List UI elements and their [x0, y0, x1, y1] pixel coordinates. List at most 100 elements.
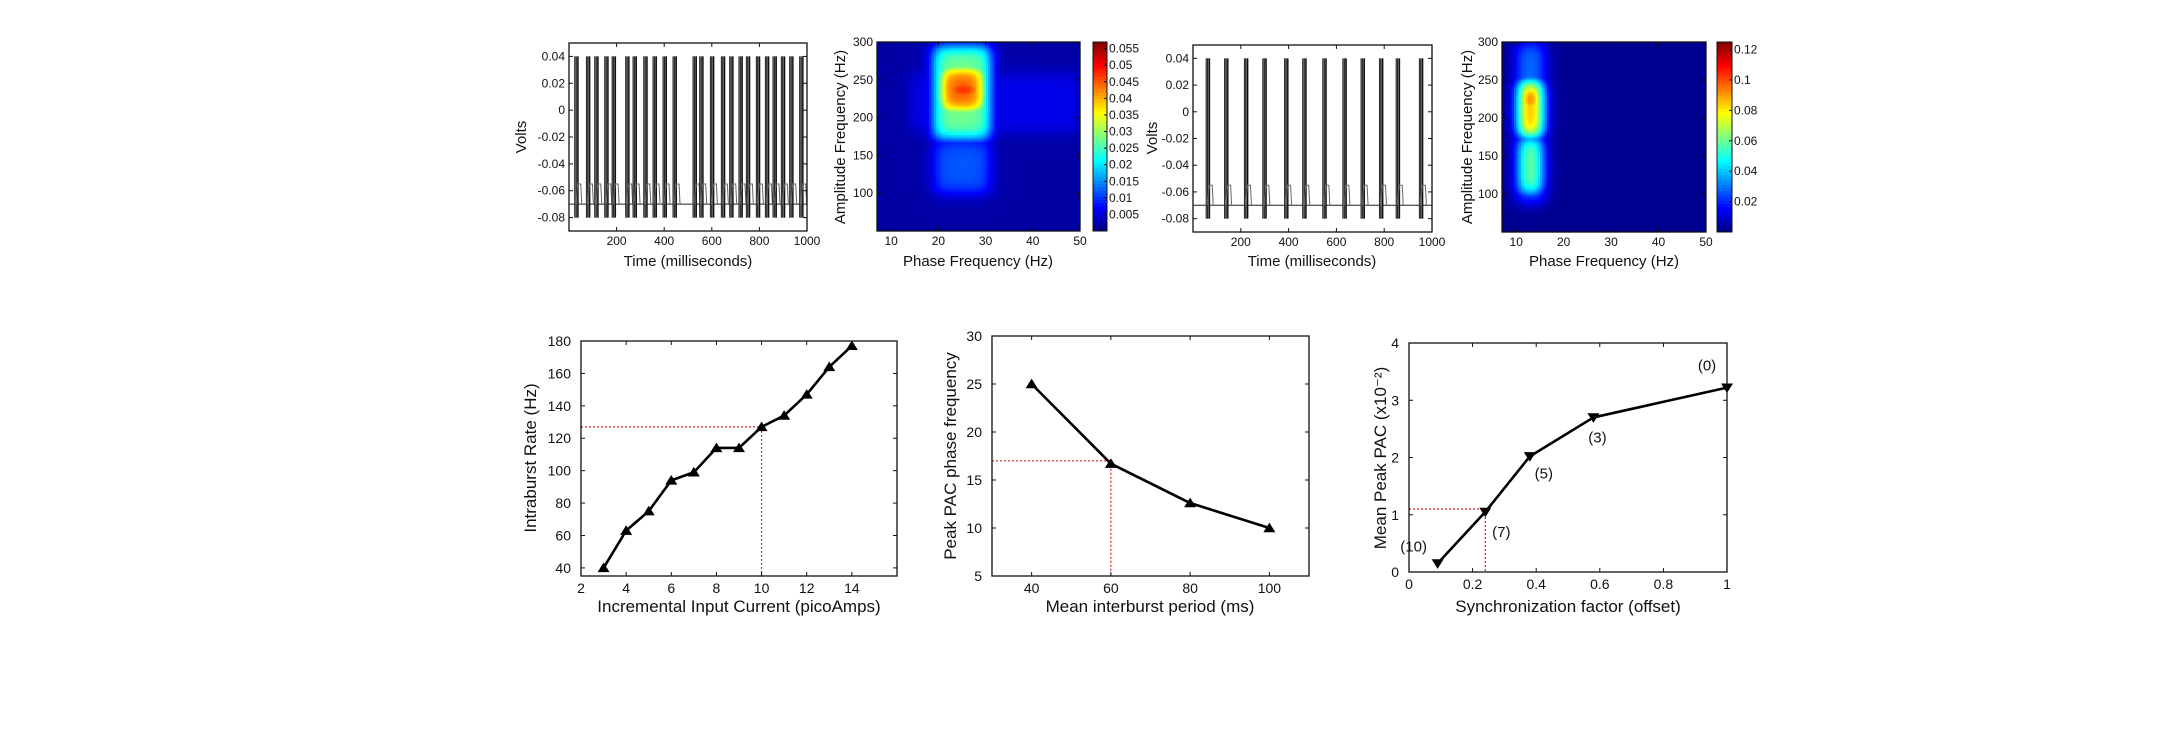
heatmap-cell [1061, 195, 1064, 198]
heatmap-cell [976, 198, 979, 202]
heatmap-cell [895, 198, 899, 202]
heatmap-cell [907, 189, 911, 192]
x-axis-label: Phase Frequency (Hz) [903, 253, 1053, 270]
heatmap-cell [969, 206, 972, 209]
heatmap-cell [1002, 219, 1005, 222]
heatmap-cell [997, 227, 1001, 230]
heatmap-cell [933, 225, 937, 228]
heatmap-cell [1028, 210, 1031, 213]
heatmap-cell [1028, 212, 1031, 215]
heatmap-cell [1058, 223, 1062, 226]
heatmap-cell [961, 221, 965, 224]
heatmap-cell [1009, 229, 1012, 232]
spike-burst [772, 56, 781, 218]
heatmap-cell [910, 217, 913, 221]
heatmap-cell [1013, 225, 1017, 228]
heatmap-cell [1011, 208, 1015, 211]
heatmap-cell [1028, 227, 1031, 230]
heatmap-cell [917, 202, 920, 205]
heatmap-cell [910, 221, 913, 224]
heatmap-cell [952, 202, 956, 205]
heatmap-cell [990, 195, 994, 198]
heatmap-cell [877, 217, 880, 221]
heatmap-cell [985, 204, 989, 207]
heatmap-cell [912, 187, 916, 190]
heatmap-cell [917, 198, 920, 202]
heatmap-cell [1070, 204, 1074, 207]
heatmap-cell [971, 213, 975, 217]
heatmap-cell [928, 223, 932, 226]
heatmap-cell [990, 204, 994, 207]
heatmap-cell [1004, 193, 1008, 196]
heatmap-cell [1070, 200, 1074, 204]
heatmap-cell [919, 208, 923, 211]
heatmap-cell [985, 210, 989, 213]
heatmap-cell [943, 221, 946, 224]
heatmap-cell [957, 212, 961, 215]
heatmap-cell [1049, 198, 1053, 202]
heatmap-cell [1016, 221, 1020, 224]
heatmap-cell [888, 223, 892, 226]
heatmap-cell [950, 227, 953, 230]
heatmap-cell [1049, 219, 1053, 222]
heatmap-cell [999, 210, 1003, 213]
heatmap-cell [959, 219, 963, 222]
heatmap-cell [1011, 202, 1015, 205]
heatmap-cell [921, 217, 925, 221]
heatmap-cell [1068, 202, 1071, 205]
heatmap-cell [980, 196, 984, 200]
heatmap-cell [1072, 225, 1076, 228]
heatmap-cell [1063, 208, 1067, 211]
heatmap-cell [997, 200, 1001, 204]
heatmap-cell [1058, 227, 1062, 230]
heatmap-cell [952, 189, 956, 192]
heatmap-cell [931, 206, 935, 209]
heatmap-cell [940, 221, 944, 224]
heatmap-cell [917, 210, 920, 213]
heatmap-cell [1068, 217, 1071, 221]
heatmap-cell [1044, 204, 1048, 207]
heatmap-cell [1075, 204, 1079, 207]
heatmap-cell [900, 219, 904, 222]
heatmap-cell [995, 221, 998, 224]
heatmap-cell [1056, 219, 1060, 222]
heatmap-cell [1037, 213, 1041, 217]
heatmap-cell [933, 221, 937, 224]
heatmap-cell [1054, 195, 1057, 198]
heatmap-cell [924, 204, 927, 207]
heatmap-cell [957, 227, 961, 230]
heatmap-cell [1077, 208, 1081, 211]
heatmap-cell [969, 229, 972, 232]
heatmap-cell [910, 204, 913, 207]
heatmap-cell [1035, 213, 1038, 217]
heatmap-cell [947, 208, 951, 211]
heatmap-cell [936, 225, 939, 228]
heatmap-cell [950, 208, 953, 211]
heatmap-cell [1049, 212, 1053, 215]
heatmap-cell [1042, 202, 1045, 205]
heatmap-cell [910, 213, 913, 217]
heatmap-cell [1068, 198, 1071, 202]
heatmap-cell [1039, 212, 1043, 215]
heatmap-cell [987, 221, 991, 224]
heatmap-cell [900, 221, 904, 224]
heatmap-cell [992, 210, 996, 213]
heatmap-cell [895, 221, 899, 224]
heatmap-cell [966, 195, 970, 198]
heatmap-cell [1039, 229, 1043, 232]
heatmap-cell [950, 189, 953, 192]
heatmap-cell [1046, 213, 1050, 217]
heatmap-cell [1042, 212, 1045, 215]
heatmap-cell [1028, 204, 1031, 207]
heatmap-cell [891, 217, 894, 221]
heatmap-cell [1030, 191, 1034, 194]
heatmap-cell [879, 212, 883, 215]
heatmap-cell [966, 200, 970, 204]
heatmap-cell [964, 212, 968, 215]
heatmap-cell [980, 225, 984, 228]
heatmap-cell [877, 225, 880, 228]
heatmap-cell [919, 221, 923, 224]
heatmap-cell [959, 191, 963, 194]
heatmap-cell [1009, 213, 1012, 217]
heatmap-cell [1065, 200, 1069, 204]
